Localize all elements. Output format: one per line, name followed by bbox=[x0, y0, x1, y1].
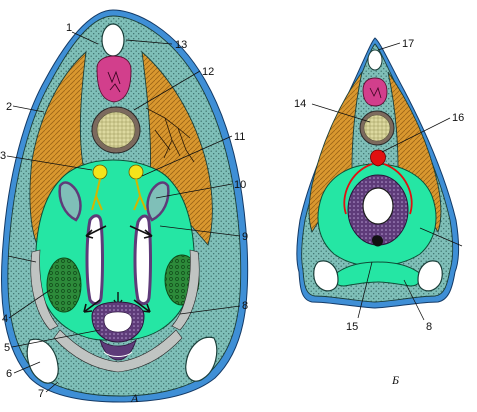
section-b-metapleural-right bbox=[417, 260, 443, 292]
label-14: 14 bbox=[294, 98, 306, 110]
section-a-fold-left bbox=[58, 181, 82, 222]
label-9: 9 bbox=[242, 231, 248, 243]
section-a-metapleural-right bbox=[185, 336, 218, 382]
section-a-nerve-branch bbox=[145, 107, 195, 163]
label-17: 17 bbox=[402, 38, 414, 50]
section-a-notochord bbox=[96, 111, 136, 149]
label-12: 12 bbox=[202, 66, 214, 78]
section-a bbox=[1, 9, 249, 403]
label-3: 3 bbox=[0, 150, 6, 162]
section-a-yellow-right bbox=[128, 164, 144, 180]
section-a-dorsal-cavity bbox=[101, 23, 125, 57]
section-b bbox=[296, 37, 459, 309]
label-8b: 8 bbox=[426, 321, 432, 333]
label-8a: 8 bbox=[242, 300, 248, 312]
label-2: 2 bbox=[6, 101, 12, 113]
section-a-metapleural-left bbox=[26, 338, 59, 384]
caption-a: A bbox=[130, 391, 139, 405]
label-7: 7 bbox=[38, 388, 44, 400]
label-11: 11 bbox=[234, 131, 245, 143]
section-b-ventral-vessel bbox=[372, 235, 383, 247]
label-10: 10 bbox=[234, 179, 246, 191]
section-a-fold-right bbox=[146, 181, 170, 222]
label-5: 5 bbox=[4, 342, 10, 354]
section-a-neural-tube bbox=[96, 55, 132, 103]
section-b-vessel bbox=[370, 149, 386, 167]
label-4: 4 bbox=[2, 313, 8, 325]
section-b-neural-tube bbox=[362, 77, 388, 107]
section-a-atrium-right bbox=[171, 249, 200, 331]
section-a-atrium-left bbox=[30, 249, 59, 331]
section-a-gut-lumen bbox=[103, 311, 133, 333]
section-a-muscle-right bbox=[141, 50, 213, 246]
section-a-muscle-left bbox=[29, 50, 87, 243]
leader-lines bbox=[6, 31, 463, 393]
section-a-yellow-left bbox=[92, 164, 108, 180]
section-b-muscle-left bbox=[308, 71, 363, 234]
section-a-gonad-left bbox=[46, 257, 82, 313]
section-b-metapleural-left bbox=[313, 260, 339, 292]
caption-b: Б bbox=[391, 373, 399, 387]
section-b-lower-coelom bbox=[334, 261, 422, 287]
section-b-dorsal-cavity bbox=[367, 49, 383, 71]
label-1: 1 bbox=[66, 22, 72, 34]
section-b-notochord bbox=[363, 114, 391, 142]
number-labels: 1 2 3 4 5 6 7 8 9 10 11 12 13 14 15 16 1… bbox=[0, 22, 464, 400]
section-b-gut-lumen bbox=[362, 187, 394, 225]
section-a-atrium-bottom bbox=[53, 329, 183, 373]
label-13: 13 bbox=[175, 39, 187, 51]
label-6: 6 bbox=[6, 368, 12, 380]
label-16: 16 bbox=[452, 112, 464, 124]
label-15: 15 bbox=[346, 321, 358, 333]
